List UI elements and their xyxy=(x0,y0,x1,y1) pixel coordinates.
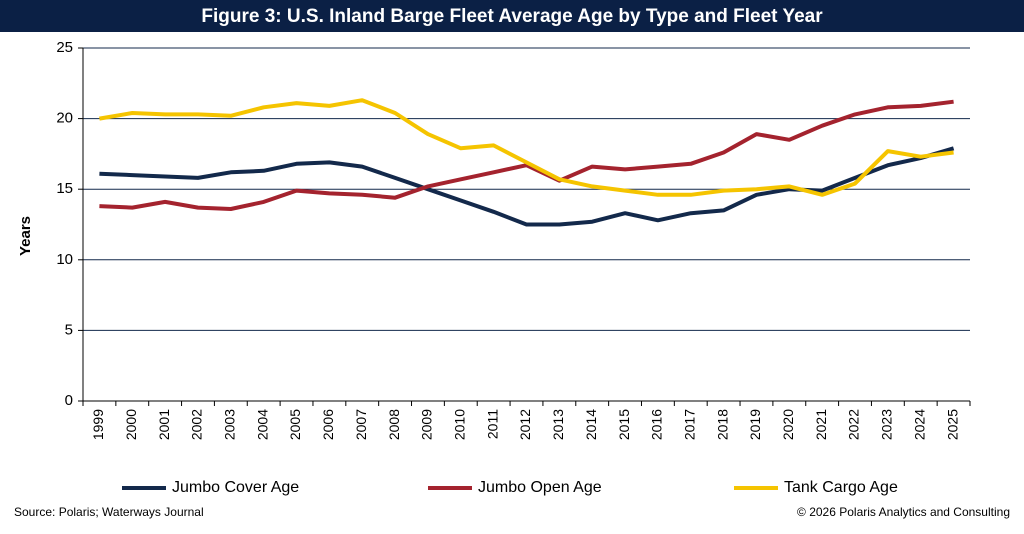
y-tick-label: 20 xyxy=(56,110,73,127)
x-tick-label: 2004 xyxy=(254,409,270,440)
x-tick-label: 2007 xyxy=(353,409,369,440)
x-tick-label: 2013 xyxy=(550,409,566,440)
series-line xyxy=(99,146,955,227)
x-tick-label: 2000 xyxy=(123,409,139,440)
series-line xyxy=(99,99,954,211)
x-tick-label: 2024 xyxy=(911,409,927,440)
copyright: © 2026 Polaris Analytics and Consulting xyxy=(797,505,1010,519)
y-tick-label: 5 xyxy=(65,321,73,338)
x-tick-label: 2025 xyxy=(944,409,960,440)
legend-label: Jumbo Open Age xyxy=(478,479,602,496)
x-tick-label: 2023 xyxy=(879,409,895,440)
x-tick-label: 2021 xyxy=(813,409,829,440)
title-bar xyxy=(0,0,1024,32)
x-tick-label: 2006 xyxy=(320,409,336,440)
chart-title: Figure 3: U.S. Inland Barge Fleet Averag… xyxy=(201,6,823,27)
legend-label: Tank Cargo Age xyxy=(784,479,898,496)
source: Source: Polaris; Waterways Journal xyxy=(14,505,204,519)
x-tick-label: 2014 xyxy=(583,409,599,440)
x-tick-label: 2015 xyxy=(616,409,632,440)
x-tick-label: 2012 xyxy=(517,409,533,440)
y-tick-label: 15 xyxy=(56,180,73,197)
x-tick-label: 2001 xyxy=(156,409,172,440)
y-tick-label: 10 xyxy=(56,251,73,268)
x-tick-label: 2005 xyxy=(287,409,303,440)
x-tick-label: 2020 xyxy=(780,409,796,440)
x-tick-label: 2022 xyxy=(846,409,862,440)
x-tick-label: 2008 xyxy=(386,409,402,440)
legend-label: Jumbo Cover Age xyxy=(172,479,299,496)
x-tick-label: 2019 xyxy=(747,409,763,440)
y-axis-label: Years xyxy=(17,216,34,256)
y-tick-label: 25 xyxy=(56,39,73,56)
x-tick-label: 2017 xyxy=(681,409,697,440)
x-tick-label: 2016 xyxy=(649,409,665,440)
x-tick-label: 2003 xyxy=(222,409,238,440)
x-tick-label: 2009 xyxy=(419,409,435,440)
x-tick-label: 1999 xyxy=(90,409,106,440)
x-tick-label: 2018 xyxy=(714,409,730,440)
x-tick-label: 2011 xyxy=(484,409,500,439)
y-tick-label: 0 xyxy=(65,392,73,409)
x-tick-label: 2002 xyxy=(189,409,205,440)
series-line xyxy=(99,98,954,197)
x-tick-label: 2010 xyxy=(451,409,467,440)
